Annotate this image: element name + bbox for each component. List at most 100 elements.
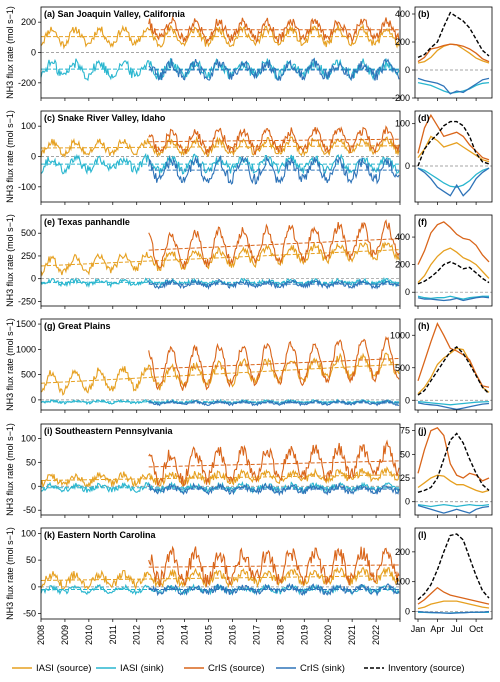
y-tick-label: 1000 (390, 330, 410, 340)
x-tick-label-month: Jan (411, 624, 426, 634)
x-tick-label-month: Oct (469, 624, 484, 634)
y-axis-label: NH3 flux rate (mol s−1) (5, 6, 15, 99)
panel-title: (i) Southeastern Pennsylvania (44, 426, 174, 436)
series-inventory-line (417, 261, 490, 285)
panel-f: 0 200 400 (f) (395, 214, 493, 309)
panel-title: (k) Eastern North Carolina (44, 530, 157, 540)
series-cris-source-line (417, 43, 490, 63)
y-tick-label: 1000 (16, 344, 36, 354)
legend-label: Inventory (source) (388, 663, 465, 674)
x-tick-label-year: 2016 (227, 625, 237, 645)
plot-frame (40, 110, 401, 203)
panel-d: 0 100 (d) (395, 110, 493, 205)
series-inventory-line (417, 345, 490, 396)
y-tick-label: 0 (31, 481, 36, 491)
x-tick-label-year: 2012 (132, 625, 142, 645)
panel-g: 0 500 1000 1500 (g) Great Plains NH3 flux rat… (5, 318, 401, 413)
series-cris-sink-line (417, 402, 490, 411)
plot-frame (414, 110, 493, 203)
y-tick-label: 100 (21, 121, 36, 131)
series-iasi-source-line (417, 474, 490, 493)
series-iasi-source-line (417, 135, 490, 163)
panel-title: (d) (418, 113, 430, 123)
series-cris-source-line (148, 545, 400, 588)
y-tick-label: 25 (400, 473, 410, 483)
y-tick-label: 100 (21, 528, 36, 538)
panel-title: (h) (418, 321, 430, 331)
y-tick-label: 200 (395, 547, 410, 557)
series-iasi-source-line (417, 43, 490, 64)
plot-frame (414, 423, 493, 516)
y-tick-label: 500 (21, 370, 36, 380)
legend-label: CrIS (sink) (300, 663, 345, 674)
y-axis-label: NH3 flux rate (mol s−1) (5, 423, 15, 516)
series-cris-sink-line (417, 167, 490, 197)
series-inventory-line (417, 432, 490, 493)
series-cris-sink-line (148, 278, 400, 290)
series-iasi-sink-line (417, 400, 490, 406)
plot-frame (40, 318, 401, 411)
series-cris-sink-line (417, 504, 490, 514)
y-tick-label: 0 (31, 582, 36, 592)
series-iasi-source-line (417, 600, 490, 610)
series-cris-sink-line (417, 296, 490, 302)
legend: IASI (source) IASI (sink) CrIS (source) CrI… (12, 663, 465, 674)
y-tick-label: 0 (31, 395, 36, 405)
y-tick-label: 0 (31, 274, 36, 284)
x-tick-label-year: 2014 (180, 625, 190, 645)
series-cris-sink-line (148, 399, 400, 407)
y-tick-label: 100 (395, 119, 410, 129)
x-tick-label-year: 2022 (371, 625, 381, 645)
series-iasi-sink-line (417, 167, 490, 188)
series-iasi-sink-line (417, 295, 489, 300)
x-tick-label-year: 2008 (36, 625, 46, 645)
y-tick-label: 500 (21, 228, 36, 238)
plot-frame (414, 6, 493, 99)
y-tick-label: -50 (23, 505, 36, 515)
series-iasi-sink-line (417, 81, 490, 94)
y-axis-label: NH3 flux rate (mol s−1) (5, 318, 15, 411)
y-tick-label: -100 (18, 182, 36, 192)
y-tick-label: 0 (31, 48, 36, 58)
series-iasi-sink-line (40, 57, 400, 82)
x-tick-label-year: 2017 (251, 625, 261, 645)
y-tick-label: 0 (405, 395, 410, 405)
y-tick-label: 50 (400, 449, 410, 459)
plot-frame (414, 214, 493, 307)
x-tick-label-year: 2020 (323, 625, 333, 645)
panel-i: -50 0 50 100 (i) Southeastern Pennsylvania NH… (5, 423, 401, 518)
series-cris-source-line (148, 335, 400, 391)
y-tick-label: 0 (405, 497, 410, 507)
series-cris-source-line (417, 427, 490, 482)
series-cris-source-line (417, 586, 490, 605)
x-tick-label-year: 2018 (275, 625, 285, 645)
y-tick-label: 400 (395, 232, 410, 242)
y-tick-label: 200 (395, 37, 410, 47)
series-iasi-source-line (40, 466, 400, 489)
series-cris-sink-line (148, 482, 400, 497)
y-tick-label: 0 (405, 607, 410, 617)
series-cris-source-line (417, 221, 490, 265)
y-tick-label: -200 (392, 93, 410, 103)
y-tick-label: -200 (18, 78, 36, 88)
panel-title: (f) (418, 217, 427, 227)
series-iasi-sink-line (417, 503, 490, 508)
series-cris-sink-line (417, 77, 490, 95)
panel-c: -100 0 100 (c) Snake River Valley, Idaho NH3… (5, 110, 401, 205)
y-tick-label: 50 (26, 555, 36, 565)
x-tick-label-year: 2011 (108, 625, 118, 644)
legend-label: IASI (source) (36, 663, 91, 674)
panel-title: (e) Texas panhandle (44, 217, 130, 227)
plot-frame (40, 214, 401, 307)
series-cris-source-line (417, 322, 490, 388)
y-tick-label: 0 (405, 65, 410, 75)
x-tick-label-year: 2013 (156, 625, 166, 645)
plot-frame (414, 527, 493, 620)
y-tick-label: 500 (395, 363, 410, 373)
y-tick-label: 0 (31, 152, 36, 162)
panel-title: (l) (418, 530, 427, 540)
series-cris-sink-line (148, 155, 400, 185)
series-cris-source-line (148, 439, 400, 487)
y-tick-label: 200 (21, 17, 36, 27)
